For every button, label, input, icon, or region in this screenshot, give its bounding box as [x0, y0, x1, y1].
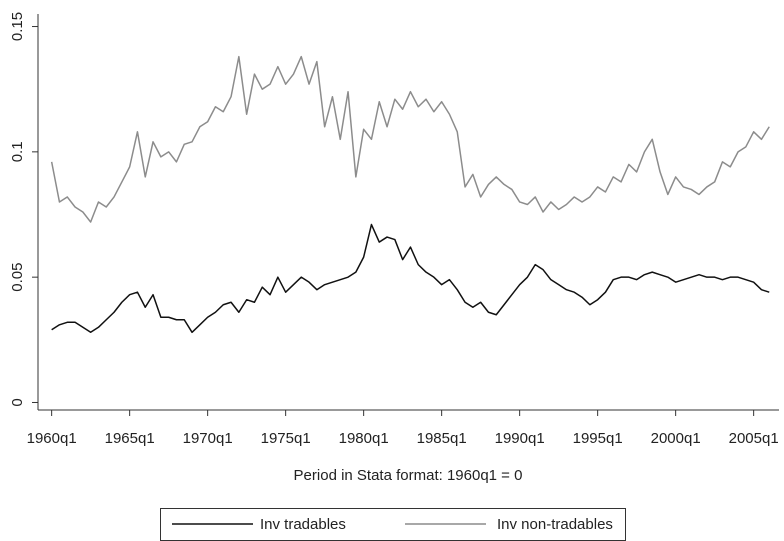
- y-tick-label: 0: [9, 398, 26, 406]
- y-tick-label: 0.1: [9, 141, 26, 162]
- x-tick-label: 2000q1: [651, 430, 701, 447]
- x-tick-label: 1965q1: [105, 430, 155, 447]
- x-tick-label: 1980q1: [339, 430, 389, 447]
- y-tick-label: 0.05: [9, 263, 26, 292]
- x-tick-label: 1995q1: [573, 430, 623, 447]
- x-tick-label: 1985q1: [417, 430, 467, 447]
- x-tick-label: 1975q1: [261, 430, 311, 447]
- x-tick-label: 1990q1: [495, 430, 545, 447]
- series-line: [51, 223, 770, 334]
- y-tick-label: 0.15: [9, 12, 26, 41]
- x-tick-label: 1960q1: [27, 430, 77, 447]
- x-tick-label: 2005q1: [729, 430, 779, 447]
- x-axis-title: Period in Stata format: 1960q1 = 0: [294, 467, 523, 484]
- legend-label: Inv tradables: [260, 516, 346, 533]
- series-line: [50, 55, 770, 223]
- x-tick-label: 1970q1: [183, 430, 233, 447]
- legend-label: Inv non-tradables: [497, 516, 613, 533]
